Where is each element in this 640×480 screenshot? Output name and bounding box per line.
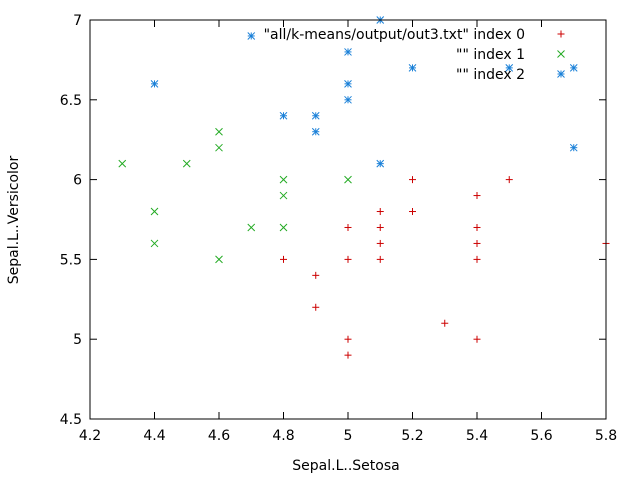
legend-marker bbox=[557, 30, 565, 38]
data-point bbox=[408, 64, 417, 72]
data-point bbox=[473, 192, 481, 200]
plot-frame bbox=[89, 19, 607, 420]
y-tick-label: 4.5 bbox=[60, 412, 82, 428]
y-tick-label: 7 bbox=[73, 13, 82, 29]
data-point bbox=[215, 127, 223, 136]
data-point bbox=[344, 175, 352, 184]
y-axis-label: Sepal.L..Versicolor bbox=[6, 155, 22, 284]
data-point bbox=[279, 191, 288, 200]
legend-entry-0: "all/k-means/output/out3.txt" index 0 bbox=[264, 27, 565, 43]
x-tick-label: 5.4 bbox=[466, 428, 488, 444]
data-point bbox=[409, 176, 416, 184]
data-point bbox=[215, 255, 223, 264]
data-point bbox=[473, 239, 481, 247]
data-point bbox=[150, 79, 159, 88]
data-point bbox=[280, 255, 287, 263]
data-point bbox=[473, 223, 481, 231]
data-point bbox=[376, 255, 384, 263]
x-tick-label: 4.8 bbox=[272, 428, 294, 444]
tick-labels: 4.2 4.4 4.6 4.8 5 5.2 5.4 5.6 5.8 4.5 5 5.5 6 6.5 7 bbox=[60, 13, 617, 444]
data-point bbox=[376, 239, 384, 247]
data-point bbox=[150, 207, 159, 216]
x-tick-label: 4.2 bbox=[79, 428, 101, 444]
data-point bbox=[344, 48, 352, 56]
legend-marker bbox=[557, 50, 565, 58]
data-point bbox=[376, 223, 384, 231]
y-tick-label: 5.5 bbox=[60, 252, 82, 268]
data-point bbox=[569, 143, 578, 152]
data-point bbox=[344, 351, 352, 359]
y-tick-label: 6 bbox=[73, 173, 82, 189]
series-2 bbox=[150, 16, 578, 168]
data-point bbox=[409, 208, 416, 216]
data-point bbox=[344, 255, 352, 263]
data-point bbox=[473, 255, 481, 263]
data-point bbox=[215, 143, 223, 152]
data-point bbox=[505, 176, 513, 184]
data-point bbox=[247, 32, 256, 40]
data-point bbox=[441, 319, 449, 327]
legend-label: "" index 1 bbox=[456, 47, 525, 63]
data-point bbox=[247, 223, 256, 232]
plot-marks bbox=[118, 16, 610, 359]
legend-entry-2: "" index 2 bbox=[456, 67, 565, 83]
data-point bbox=[344, 95, 352, 104]
data-point bbox=[182, 159, 191, 168]
data-point bbox=[569, 64, 578, 72]
data-point bbox=[279, 223, 288, 232]
legend-marker bbox=[557, 70, 565, 78]
data-point bbox=[279, 111, 288, 120]
data-point bbox=[344, 223, 352, 231]
x-axis-label: Sepal.L..Setosa bbox=[292, 458, 399, 474]
data-point bbox=[344, 335, 352, 343]
y-tick-label: 6.5 bbox=[60, 93, 82, 109]
data-point bbox=[118, 159, 127, 168]
x-tick-label: 5 bbox=[344, 428, 353, 444]
legend-label: "" index 2 bbox=[456, 67, 525, 83]
x-tick-label: 4.6 bbox=[208, 428, 230, 444]
data-point bbox=[344, 79, 352, 88]
data-point bbox=[376, 159, 385, 168]
x-tick-label: 4.4 bbox=[143, 428, 165, 444]
x-tick-label: 5.6 bbox=[530, 428, 552, 444]
y-tick-label: 5 bbox=[73, 332, 82, 348]
x-tick-label: 5.2 bbox=[401, 428, 423, 444]
data-point bbox=[150, 239, 159, 248]
data-point bbox=[473, 335, 481, 343]
data-point bbox=[312, 271, 320, 279]
x-tick-label: 5.8 bbox=[595, 428, 617, 444]
data-point bbox=[505, 64, 514, 72]
data-point bbox=[312, 303, 320, 311]
data-point bbox=[311, 111, 320, 120]
legend-entry-1: "" index 1 bbox=[456, 47, 565, 63]
axis-ticks bbox=[89, 19, 607, 420]
series-1 bbox=[118, 127, 352, 264]
data-point bbox=[311, 127, 320, 136]
data-point bbox=[376, 208, 384, 216]
data-point bbox=[279, 175, 288, 184]
legend: "all/k-means/output/out3.txt" index 0 "" … bbox=[264, 27, 565, 83]
legend-label: "all/k-means/output/out3.txt" index 0 bbox=[264, 27, 525, 43]
series-0 bbox=[280, 176, 610, 359]
